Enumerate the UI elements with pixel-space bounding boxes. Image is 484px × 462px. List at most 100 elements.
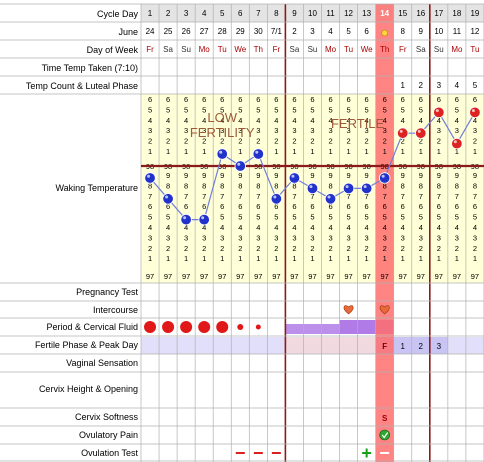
temp-scale-97: 97	[471, 272, 479, 281]
temp-scale-digit: 4	[310, 223, 314, 232]
temp-scale-digit: 1	[419, 254, 423, 263]
temp-scale-digit: 1	[274, 147, 278, 156]
intercourse-heart-icon	[379, 305, 390, 315]
temp-scale-digit: 1	[365, 254, 369, 263]
temp-scale-digit: 6	[148, 202, 152, 211]
temp-scale-digit: 6	[310, 95, 314, 104]
cycle-day-number: 17	[434, 9, 443, 18]
temperature-point-highlight	[471, 109, 475, 113]
temp-scale-97: 97	[272, 272, 280, 281]
temp-scale-digit: 1	[455, 147, 459, 156]
date-number: 26	[182, 27, 191, 36]
temp-scale-97: 97	[236, 272, 244, 281]
temp-scale-digit: 6	[328, 202, 332, 211]
temp-scale-97: 97	[182, 272, 190, 281]
weekday-label: We	[361, 45, 373, 54]
temp-scale-digit: 8	[383, 181, 387, 190]
header-day-band	[141, 4, 484, 22]
temp-scale-digit: 4	[292, 116, 296, 125]
cycle-day-number: 19	[470, 9, 479, 18]
temp-scale-digit: 3	[383, 233, 387, 242]
weekday-label: Sa	[290, 45, 300, 54]
temp-scale-digit: 4	[202, 116, 206, 125]
date-number: 3	[310, 27, 315, 36]
date-number: 7/1	[271, 27, 283, 36]
temp-scale-digit: 2	[274, 244, 278, 253]
temperature-point	[342, 182, 355, 195]
temp-count-number: 2	[419, 81, 424, 90]
temp-scale-digit: 2	[310, 137, 314, 146]
temp-scale-digit: 2	[365, 244, 369, 253]
temp-scale-digit: 3	[455, 233, 459, 242]
temp-scale-digit: 4	[455, 116, 459, 125]
temp-scale-digit: 3	[328, 126, 332, 135]
temp-scale-digit: 2	[184, 137, 188, 146]
temp-scale-digit: 6	[383, 95, 387, 104]
weekday-label: Sa	[416, 45, 426, 54]
temp-scale-digit: 2	[256, 137, 260, 146]
temp-scale-digit: 1	[383, 147, 387, 156]
temp-scale-digit: 9	[401, 171, 405, 180]
temp-scale-digit: 4	[220, 223, 224, 232]
temp-scale-digit: 5	[473, 213, 477, 222]
temp-scale-digit: 5	[455, 105, 459, 114]
fertile-phase-label: 2	[419, 342, 424, 351]
temp-scale-digit: 6	[455, 202, 459, 211]
temp-scale-digit: 4	[148, 116, 152, 125]
temp-scale-digit: 1	[184, 147, 188, 156]
temp-scale-digit: 3	[238, 126, 242, 135]
temp-scale-digit: 9	[238, 171, 242, 180]
temp-scale-digit: 5	[292, 213, 296, 222]
temp-scale-digit: 5	[310, 105, 314, 114]
period-dot	[198, 321, 211, 333]
period-dot	[216, 321, 229, 333]
temp-scale-digit: 5	[401, 105, 405, 114]
temp-scale-97: 97	[399, 272, 407, 281]
temp-count-number: 1	[400, 81, 405, 90]
temp-scale-digit: 4	[238, 116, 242, 125]
ovulatory-pain-check-icon	[379, 429, 390, 441]
period-fluid-label: Period & Cervical Fluid	[46, 322, 138, 332]
temp-scale-digit: 5	[455, 213, 459, 222]
temp-scale-digit: 5	[419, 105, 423, 114]
temperature-point	[415, 127, 427, 139]
date-number: 4	[328, 27, 333, 36]
temp-scale-digit: 3	[166, 233, 170, 242]
temp-scale-digit: 2	[455, 244, 459, 253]
weekday-label: Tu	[344, 45, 353, 54]
temp-scale-digit: 4	[401, 116, 405, 125]
date-number: 8	[400, 27, 405, 36]
temp-count-number: 3	[437, 81, 442, 90]
temp-scale-digit: 8	[202, 181, 206, 190]
temp-scale-digit: 6	[238, 95, 242, 104]
temp-scale-digit: 1	[148, 254, 152, 263]
cycle-day-number: 14	[380, 9, 389, 18]
date-number: 2	[292, 27, 297, 36]
temp-scale-digit: 1	[328, 254, 332, 263]
cycle-day-number: 2	[166, 9, 171, 18]
fertile-annotation: FERTILE	[331, 116, 385, 131]
temp-scale-digit: 7	[346, 192, 350, 201]
temp-scale-digit: 2	[419, 244, 423, 253]
temp-scale-digit: 9	[166, 171, 170, 180]
temp-scale-digit: 3	[256, 233, 260, 242]
temp-scale-digit: 3	[328, 233, 332, 242]
temperature-point	[469, 106, 481, 119]
temperature-point	[144, 172, 156, 184]
cycle-day-number: 7	[256, 9, 261, 18]
temp-scale-digit: 2	[166, 137, 170, 146]
temp-scale-digit: 4	[346, 116, 350, 125]
temp-scale-digit: 6	[274, 202, 278, 211]
temp-scale-digit: 6	[166, 202, 170, 211]
temp-scale-digit: 1	[383, 254, 387, 263]
fertile-phase-label: Fertile Phase & Peak Day	[34, 340, 138, 350]
temperature-point-highlight	[219, 150, 223, 154]
temperature-point-highlight	[435, 109, 439, 113]
temp-scale-97: 97	[344, 272, 352, 281]
temperature-point-highlight	[399, 129, 403, 133]
temp-scale-digit: 4	[437, 223, 441, 232]
temperature-point-highlight	[183, 216, 187, 220]
temp-scale-digit: 6	[184, 95, 188, 104]
temp-scale-digit: 6	[220, 95, 224, 104]
temp-scale-digit: 6	[401, 202, 405, 211]
